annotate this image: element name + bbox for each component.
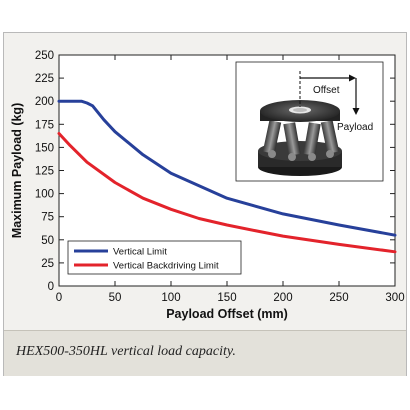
offset-arrowhead <box>349 74 356 82</box>
y-tick-label: 150 <box>35 142 54 154</box>
y-tick-label: 100 <box>35 189 54 201</box>
x-tick-label: 150 <box>217 292 236 304</box>
payload-chart: 0 25 50 75 100 125 150 175 200 225 250 0 50 100 150 20… <box>10 50 405 321</box>
x-tick-label: 0 <box>56 292 62 304</box>
y-tick-label: 50 <box>41 235 54 247</box>
payload-arrowhead <box>352 108 360 115</box>
payload-label: Payload <box>337 122 373 133</box>
y-tick-label: 200 <box>35 96 54 108</box>
legend: Vertical Limit Vertical Backdriving Limi… <box>67 240 242 275</box>
y-tick-label: 250 <box>35 50 54 62</box>
series-line-backdriving-limit <box>57 132 397 254</box>
y-tick-label: 0 <box>48 281 54 293</box>
x-tick-label: 100 <box>161 292 180 304</box>
x-tick-label: 50 <box>109 292 122 304</box>
y-axis-title: Maximum Payload (kg) <box>10 103 24 238</box>
x-tick-label: 200 <box>273 292 292 304</box>
caption-text: HEX500-350HL vertical load capacity. <box>16 344 236 359</box>
y-axis-ticks: 0 25 50 75 100 125 150 175 200 225 250 <box>35 50 395 293</box>
y-tick-label: 225 <box>35 73 54 85</box>
series-lines <box>57 99 397 254</box>
figure-panel: 0 25 50 75 100 125 150 175 200 225 250 0 50 100 150 20… <box>3 32 407 376</box>
legend-label-vertical-limit: Vertical Limit <box>113 247 167 258</box>
legend-label-backdriving-limit: Vertical Backdriving Limit <box>113 261 219 272</box>
x-axis-title: Payload Offset (mm) <box>166 307 288 321</box>
hexapod-illustration <box>258 100 342 176</box>
y-tick-label: 75 <box>41 212 54 224</box>
x-tick-label: 250 <box>329 292 348 304</box>
y-tick-label: 25 <box>41 258 54 270</box>
caption-bar: HEX500-350HL vertical load capacity. <box>4 330 406 376</box>
legend-box <box>67 240 242 275</box>
offset-label: Offset <box>313 85 340 96</box>
x-axis-ticks: 0 50 100 150 200 250 300 <box>56 55 405 304</box>
hexapod-inset: Offset Payload <box>235 61 384 182</box>
y-tick-label: 125 <box>35 166 54 178</box>
y-tick-label: 175 <box>35 119 54 131</box>
x-tick-label: 300 <box>385 292 404 304</box>
series-line-vertical-limit <box>57 99 397 237</box>
